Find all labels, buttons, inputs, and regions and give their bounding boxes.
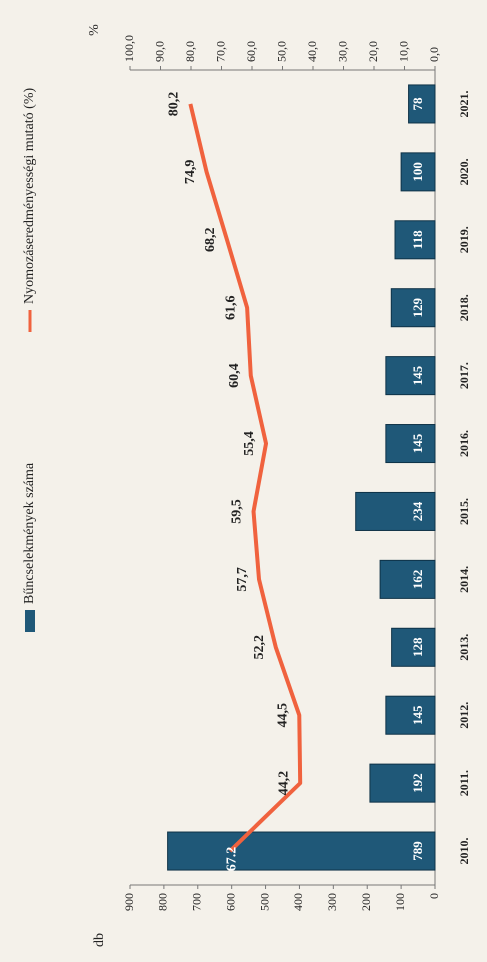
line-value-label: 44,2 <box>276 771 291 796</box>
line-value-label: 74,9 <box>183 160 198 185</box>
line-value-label: 61,6 <box>223 295 238 320</box>
x-tick-label: 2020. <box>457 158 471 185</box>
bar-value-label: 145 <box>410 705 425 725</box>
line-value-label: 80,2 <box>167 92 182 117</box>
y2-tick-label: 40,0 <box>305 41 319 62</box>
bar-value-label: 100 <box>410 162 425 182</box>
legend-swatch <box>25 610 35 632</box>
bar <box>394 220 436 260</box>
x-tick-label: 2012. <box>457 702 471 729</box>
line-value-label: 59,5 <box>230 499 245 524</box>
bar <box>385 695 436 735</box>
y-axis-title: db <box>92 933 107 947</box>
legend-label: Nyomozáseredményességi mutató (%) <box>22 88 37 304</box>
x-tick-label: 2010. <box>457 838 471 865</box>
line-value-label: 55,4 <box>242 431 257 456</box>
y-tick-label: 900 <box>122 893 136 911</box>
bar <box>391 627 436 667</box>
bar-value-label: 789 <box>410 841 425 861</box>
bar <box>385 424 436 464</box>
y2-tick-label: 20,0 <box>366 41 380 62</box>
line-value-label: 44,5 <box>275 703 290 728</box>
bar-value-label: 145 <box>410 365 425 385</box>
line-value-label: 68,2 <box>203 228 218 253</box>
x-tick-label: 2013. <box>457 634 471 661</box>
y2-axis-title: % <box>87 24 102 36</box>
bar <box>390 288 436 328</box>
x-tick-label: 2015. <box>457 498 471 525</box>
y2-tick-label: 80,0 <box>183 41 197 62</box>
bar <box>379 559 436 599</box>
line-value-label: 52,2 <box>252 635 267 660</box>
x-tick-label: 2016. <box>457 430 471 457</box>
bar <box>369 763 436 803</box>
y2-tick-label: 70,0 <box>213 41 227 62</box>
x-tick-label: 2011. <box>457 770 471 796</box>
y2-tick-label: 60,0 <box>244 41 258 62</box>
y-tick-label: 200 <box>359 893 373 911</box>
y-tick-label: 800 <box>156 893 170 911</box>
y2-tick-label: 10,0 <box>396 41 410 62</box>
x-tick-label: 2021. <box>457 90 471 117</box>
y2-tick-label: 100,0 <box>122 35 136 62</box>
line <box>188 103 303 853</box>
y2-tick-label: 50,0 <box>274 41 288 62</box>
line-value-label: 67.2 <box>224 847 239 872</box>
x-tick-label: 2014. <box>457 566 471 593</box>
bar-value-label: 118 <box>410 230 425 249</box>
y2-tick-label: 0,0 <box>427 47 441 62</box>
bar-value-label: 234 <box>410 501 425 521</box>
x-tick-label: 2018. <box>457 294 471 321</box>
rotated-chart: db % 0 100 200 300 400 500 600 700 800 900 0,0 10,0… <box>22 24 471 947</box>
y2-tick-label: 90,0 <box>152 41 166 62</box>
bar-value-label: 78 <box>410 97 425 111</box>
bar-value-label: 128 <box>410 637 425 657</box>
y-tick-label: 700 <box>190 893 204 911</box>
bar <box>167 831 436 871</box>
line-value-label: 57,7 <box>235 567 250 592</box>
bar <box>355 491 436 531</box>
bar-value-label: 192 <box>410 773 425 793</box>
y-tick-label: 0 <box>427 893 441 899</box>
x-tick-label: 2017. <box>457 362 471 389</box>
line-value-label: 60,4 <box>227 363 242 388</box>
y2-tick-label: 30,0 <box>335 41 349 62</box>
y-tick-label: 400 <box>291 893 305 911</box>
bar-value-label: 145 <box>410 433 425 453</box>
bar <box>385 356 436 396</box>
y-tick-label: 600 <box>223 893 237 911</box>
bar-value-label: 162 <box>410 570 425 590</box>
bar-value-label: 129 <box>410 297 425 317</box>
x-tick-label: 2019. <box>457 226 471 253</box>
legend-label: Bűncselekmények száma <box>22 462 37 604</box>
y-tick-label: 100 <box>393 893 407 911</box>
y-tick-label: 500 <box>257 893 271 911</box>
y-tick-label: 300 <box>325 893 339 911</box>
bar <box>408 84 436 124</box>
bar <box>400 152 436 192</box>
